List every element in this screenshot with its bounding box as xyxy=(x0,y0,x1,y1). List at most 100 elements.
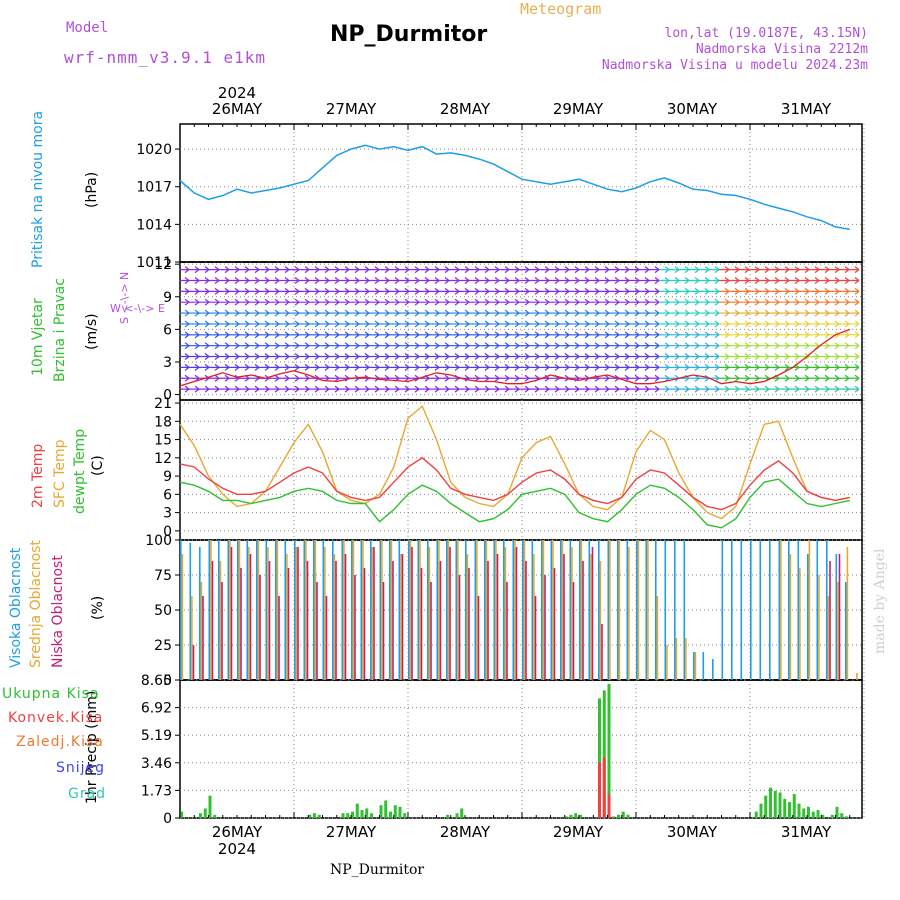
wind-arrow xyxy=(639,342,650,350)
wind-arrow xyxy=(739,298,750,306)
wind-arrow xyxy=(259,309,270,317)
wind-arrow xyxy=(329,342,340,350)
wind-arrow xyxy=(759,276,770,284)
cloud-bar-0 xyxy=(313,540,315,680)
cloud-bar-0 xyxy=(607,540,610,680)
cloud-bar-1 xyxy=(495,540,497,680)
wind-arrow xyxy=(739,266,750,274)
wind-arrow xyxy=(209,298,220,306)
cloud-bar-1 xyxy=(257,540,260,680)
wind-arrow xyxy=(199,331,210,339)
wind-arrow xyxy=(309,309,320,317)
wind-arrow xyxy=(809,266,820,274)
cloud-bar-2 xyxy=(268,561,271,680)
wind-arrow xyxy=(269,331,280,339)
precip-bar-0 xyxy=(802,808,806,818)
wind-arrow xyxy=(789,374,800,382)
wind-arrow xyxy=(289,342,300,350)
wind-arrow xyxy=(409,320,420,328)
wind-arrow xyxy=(209,342,220,350)
wind-arrow xyxy=(549,342,560,350)
cloud-bar-0 xyxy=(484,540,486,680)
wind-arrow xyxy=(249,353,260,361)
wind-arrow xyxy=(709,309,720,317)
wind-arrow xyxy=(649,385,660,393)
wind-arrow xyxy=(489,298,500,306)
wind-arrow xyxy=(339,320,350,328)
wind-arrow xyxy=(659,331,670,339)
wind-arrow xyxy=(399,320,410,328)
cloud-bar-0 xyxy=(360,540,363,680)
precip-bar-0 xyxy=(783,798,787,818)
wind-arrow xyxy=(289,287,300,295)
wind-arrow xyxy=(719,309,730,317)
cloud-bar-0 xyxy=(740,540,743,680)
wind-arrow xyxy=(549,385,560,393)
wind-arrow xyxy=(459,363,470,371)
wind-arrow xyxy=(579,342,590,350)
wind-arrow xyxy=(629,287,640,295)
wind-arrow xyxy=(499,374,510,382)
cloud-bar-1 xyxy=(390,540,393,680)
wind-arrow xyxy=(199,320,210,328)
cloud-bar-2 xyxy=(259,575,261,680)
wind-arrow xyxy=(719,374,730,382)
wind-arrow xyxy=(289,385,300,393)
precip-bar-1 xyxy=(607,794,611,818)
precip-bar-0 xyxy=(341,813,345,818)
wind-arrow xyxy=(249,298,260,306)
wind-arrow xyxy=(189,320,200,328)
cloud-bar-1 xyxy=(827,596,830,680)
wind-arrow xyxy=(829,309,840,317)
wind-arrow xyxy=(379,385,390,393)
wind-arrow xyxy=(369,276,380,284)
wind-arrow xyxy=(179,331,190,339)
wind-arrow xyxy=(239,309,250,317)
pressure-line xyxy=(179,144,850,231)
date-bottom-30may: 30MAY xyxy=(666,823,718,841)
wind-arrow xyxy=(509,276,520,284)
wind-arrow xyxy=(819,287,830,295)
wind-arrow xyxy=(349,385,360,393)
cloud-bar-2 xyxy=(544,575,546,680)
wind-arrow xyxy=(389,385,400,393)
wind-arrow xyxy=(379,353,390,361)
precip-bar-0 xyxy=(398,806,402,818)
cloud-bar-0 xyxy=(797,540,800,680)
wind-arrow xyxy=(289,374,300,382)
wind-arrow xyxy=(779,353,790,361)
wind-arrow xyxy=(609,331,620,339)
wind-arrow xyxy=(179,320,190,328)
wind-arrow xyxy=(459,266,470,274)
cloud-bar-0 xyxy=(569,540,572,680)
wind-arrow xyxy=(319,353,330,361)
wind-arrow xyxy=(509,331,520,339)
wind-arrow xyxy=(199,298,210,306)
wind-arrow xyxy=(359,298,370,306)
wind-arrow xyxy=(689,353,700,361)
cloud-bar-0 xyxy=(579,540,581,680)
wind-arrow xyxy=(279,374,290,382)
wind-arrow xyxy=(479,276,490,284)
wind-arrow xyxy=(619,342,630,350)
wind-arrow xyxy=(729,385,740,393)
wind-arrow xyxy=(809,320,820,328)
wind-arrow xyxy=(719,276,730,284)
wind-arrow xyxy=(589,276,600,284)
wind-arrow xyxy=(719,385,730,393)
wind-arrow xyxy=(379,363,390,371)
wind-arrow xyxy=(579,320,590,328)
wind-arrow xyxy=(799,342,810,350)
temperature-ytick-label: 6 xyxy=(163,487,172,503)
wind-arrow xyxy=(509,374,520,382)
cloud-bar-1 xyxy=(305,540,307,680)
cloud-bar-1 xyxy=(485,540,488,680)
wind-arrow xyxy=(499,320,510,328)
wind-arrow xyxy=(479,363,490,371)
wind-arrow xyxy=(379,331,390,339)
wind-arrow xyxy=(709,353,720,361)
wind-arrow xyxy=(759,298,770,306)
wind-arrow xyxy=(499,276,510,284)
wind-arrow xyxy=(799,276,810,284)
wind-arrow xyxy=(759,320,770,328)
